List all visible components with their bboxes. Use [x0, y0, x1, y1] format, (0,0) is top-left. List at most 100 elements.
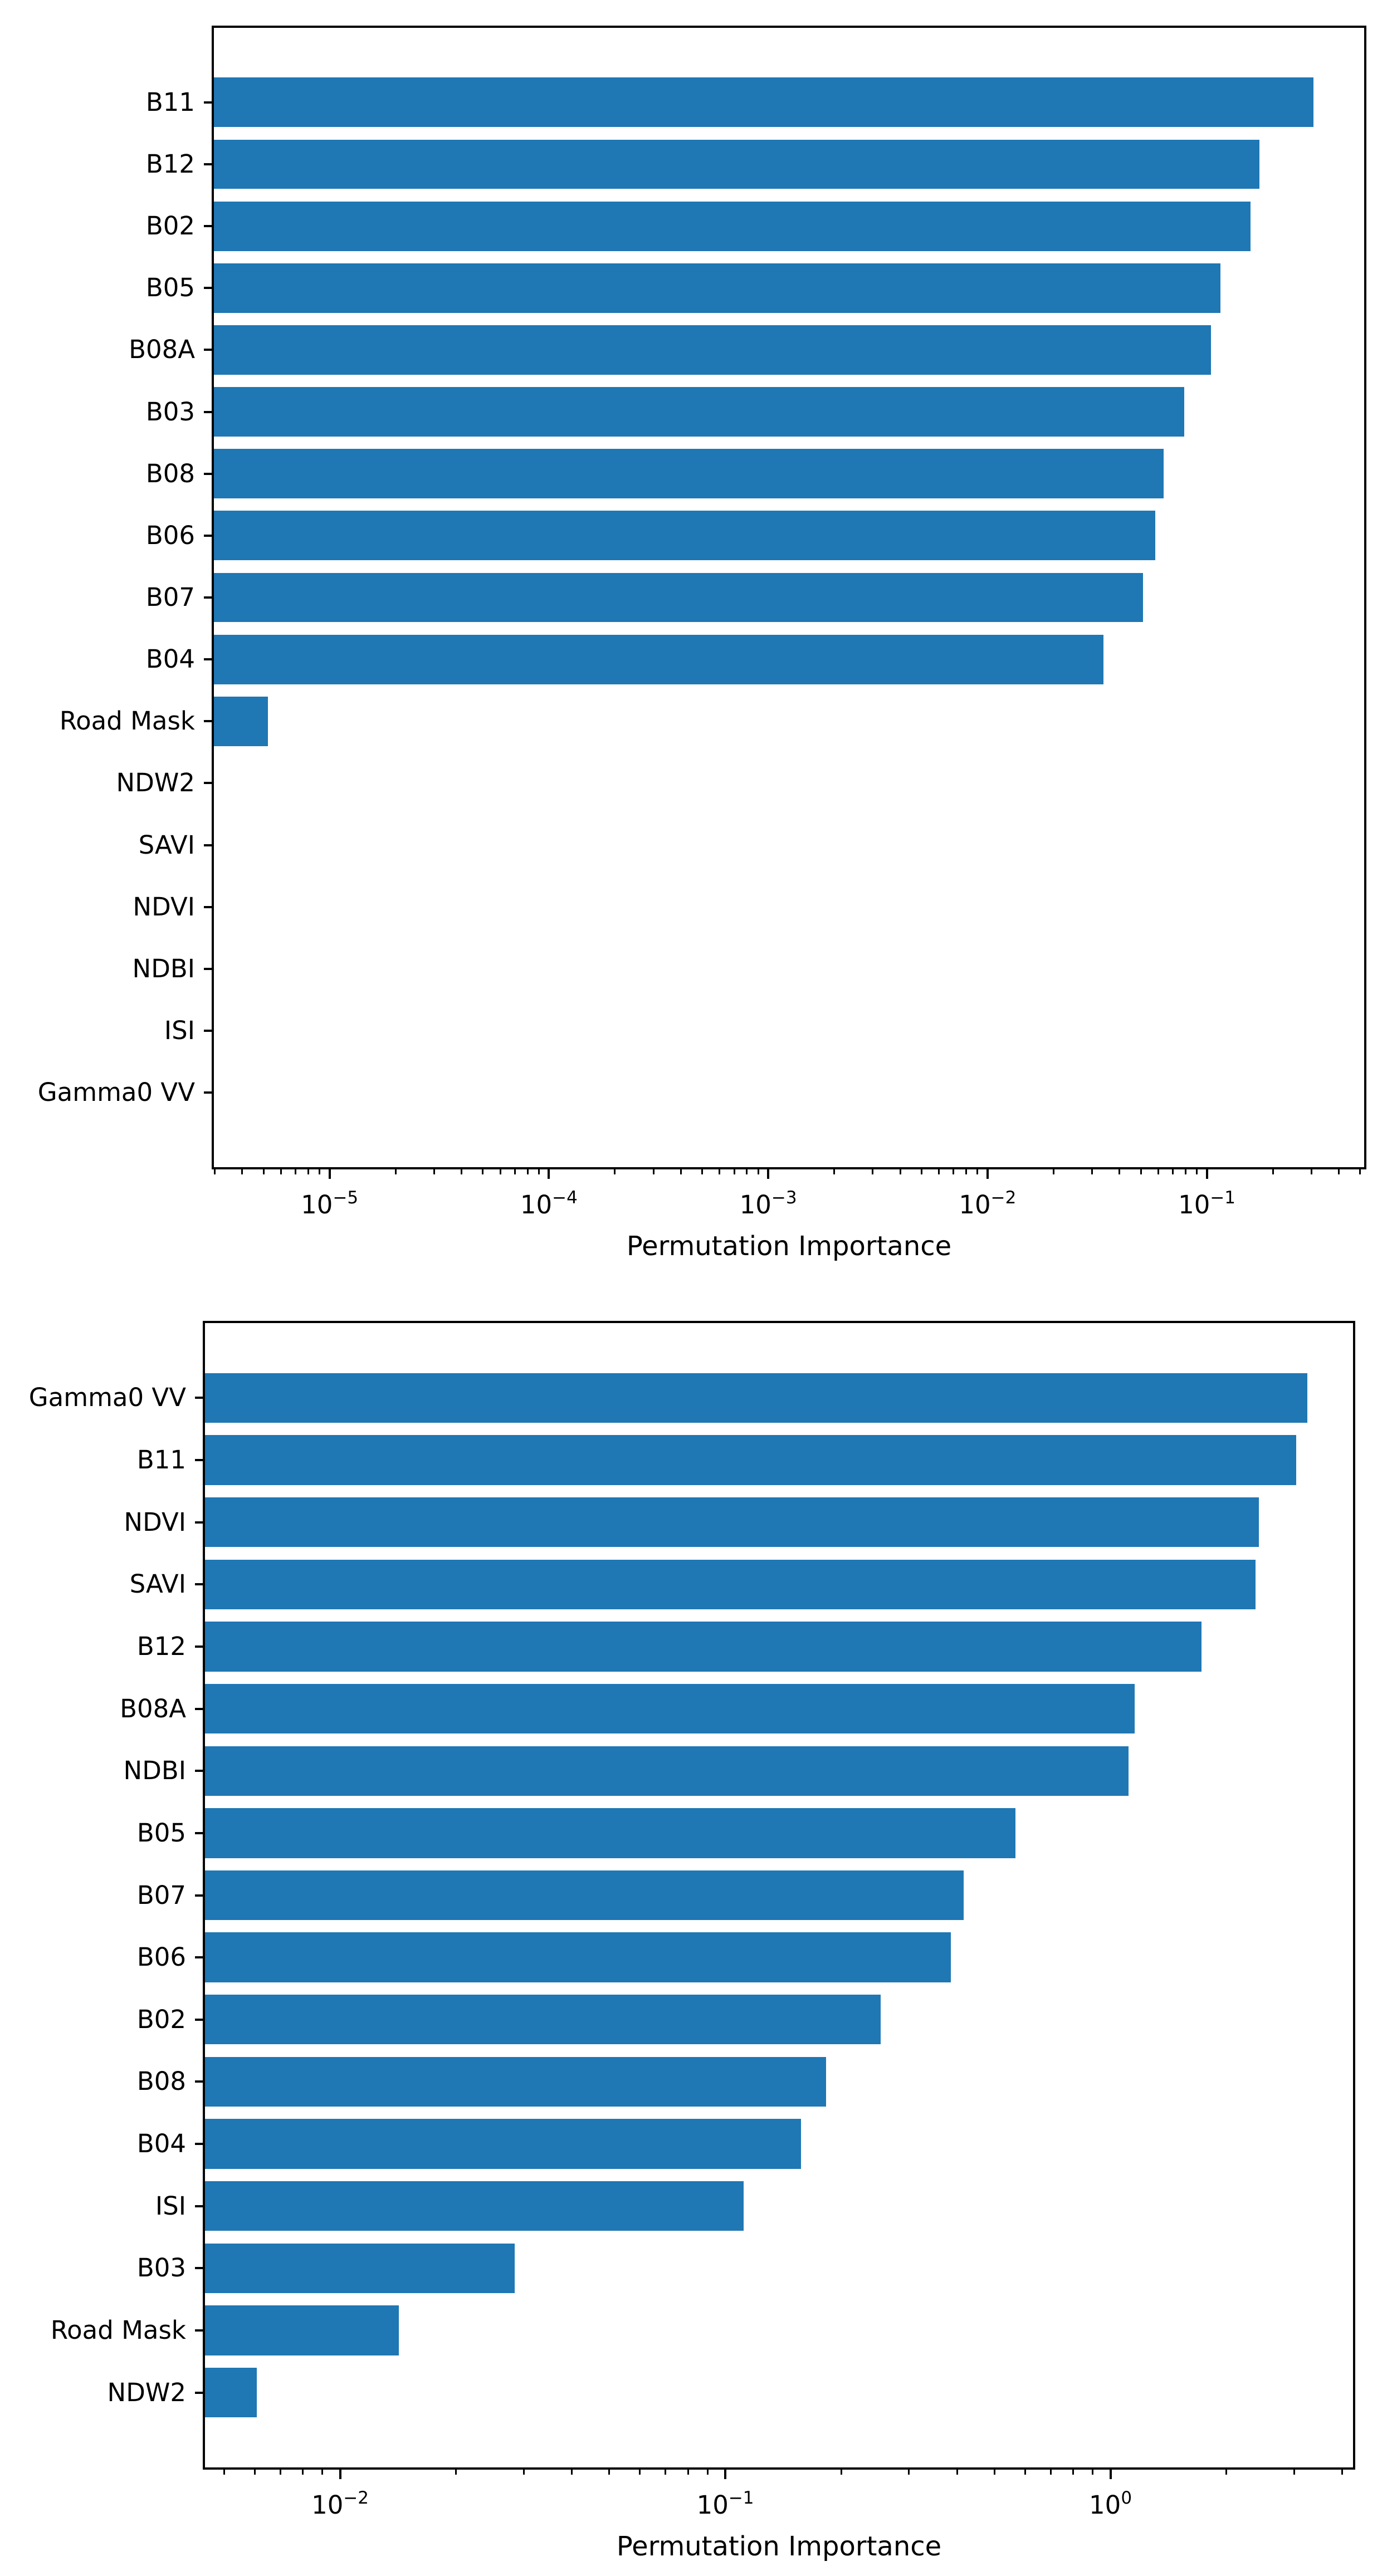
- y-category-label: Road Mask: [50, 2315, 186, 2345]
- y-tick: [204, 782, 212, 785]
- x-minor-tick: [514, 1169, 516, 1174]
- bar-b08: [214, 449, 1164, 499]
- x-minor-tick: [1091, 1169, 1093, 1174]
- y-category-label: SAVI: [129, 1569, 186, 1599]
- x-minor-tick: [307, 1169, 309, 1174]
- y-tick: [195, 2267, 203, 2270]
- x-minor-tick: [433, 1169, 436, 1174]
- bar-ndvi: [205, 1497, 1259, 1547]
- y-tick: [204, 596, 212, 599]
- x-minor-tick: [321, 2470, 324, 2475]
- x-minor-tick: [608, 2470, 610, 2475]
- bar-b11: [205, 1435, 1297, 1485]
- y-category-label: B05: [145, 273, 195, 303]
- x-minor-tick: [461, 1169, 463, 1174]
- y-category-label: B08: [136, 2066, 186, 2097]
- x-major-tick: [1109, 2470, 1112, 2479]
- y-tick: [195, 1459, 203, 1462]
- y-category-label: B02: [136, 2004, 186, 2034]
- y-category-label: Gamma0 VV: [37, 1078, 195, 1108]
- y-category-label: B03: [145, 396, 195, 427]
- y-category-label: ISI: [164, 1016, 195, 1046]
- bar-ndw2: [205, 2367, 257, 2418]
- y-tick: [204, 720, 212, 723]
- x-major-tick: [328, 1169, 331, 1179]
- y-tick: [204, 163, 212, 165]
- bar-road-mask: [205, 2305, 399, 2355]
- y-tick: [195, 1521, 203, 1524]
- x-minor-tick: [1052, 1169, 1054, 1174]
- y-category-label: B05: [136, 1818, 186, 1848]
- bar-b03: [205, 2243, 515, 2293]
- x-major-tick: [724, 2470, 727, 2479]
- x-minor-tick: [253, 2470, 256, 2475]
- x-minor-tick: [1338, 1169, 1340, 1174]
- x-minor-tick: [652, 1169, 655, 1174]
- y-tick: [195, 1770, 203, 1772]
- y-tick: [204, 349, 212, 351]
- bar-gamma0-vv: [205, 1373, 1307, 1423]
- x-minor-tick: [280, 1169, 282, 1174]
- x-minor-tick: [499, 1169, 501, 1174]
- x-minor-tick: [1359, 1169, 1361, 1174]
- y-tick: [195, 2080, 203, 2083]
- x-tick-label: 10−3: [739, 1188, 797, 1220]
- bar-b08a: [214, 325, 1211, 375]
- y-tick: [204, 287, 212, 290]
- y-category-label: NDW2: [107, 2377, 186, 2407]
- x-minor-tick: [223, 2470, 225, 2475]
- x-major-tick: [1205, 1169, 1208, 1179]
- x-minor-tick: [899, 1169, 901, 1174]
- x-minor-tick: [526, 1169, 529, 1174]
- y-category-label: B11: [136, 1445, 186, 1475]
- x-tick-label: 10−2: [311, 2488, 369, 2520]
- bar-savi: [205, 1559, 1256, 1609]
- x-minor-tick: [1272, 1169, 1274, 1174]
- x-minor-tick: [953, 1169, 955, 1174]
- y-tick: [204, 1091, 212, 1094]
- y-category-label: B11: [145, 87, 195, 117]
- bar-b06: [205, 1932, 951, 1982]
- bar-b02: [214, 201, 1251, 251]
- x-minor-tick: [1140, 1169, 1142, 1174]
- y-category-label: B06: [145, 520, 195, 550]
- x-minor-tick: [214, 1169, 216, 1174]
- y-tick: [204, 658, 212, 661]
- x-tick-label: 100: [1089, 2488, 1132, 2520]
- x-minor-tick: [719, 1169, 721, 1174]
- bar-b12: [214, 139, 1260, 189]
- y-tick: [204, 225, 212, 228]
- y-category-label: B08: [145, 458, 195, 488]
- y-category-label: B04: [145, 644, 195, 674]
- y-tick: [204, 844, 212, 846]
- x-minor-tick: [1225, 2470, 1228, 2475]
- x-minor-tick: [295, 1169, 297, 1174]
- x-minor-tick: [872, 1169, 874, 1174]
- x-minor-tick: [833, 1169, 836, 1174]
- x-minor-tick: [1157, 1169, 1159, 1174]
- bar-b06: [214, 511, 1156, 561]
- bar-b12: [205, 1622, 1201, 1672]
- y-category-label: Gamma0 VV: [28, 1383, 186, 1413]
- y-category-label: B04: [136, 2129, 186, 2159]
- x-tick-label: 10−2: [959, 1188, 1017, 1220]
- x-minor-tick: [241, 1169, 243, 1174]
- bar-b08a: [205, 1683, 1135, 1734]
- chart-top-plot-area: [212, 26, 1366, 1169]
- x-minor-tick: [455, 2470, 457, 2475]
- y-category-label: NDBI: [123, 1756, 186, 1786]
- y-category-label: SAVI: [138, 830, 195, 860]
- x-minor-tick: [1310, 1169, 1312, 1174]
- x-minor-tick: [757, 1169, 759, 1174]
- y-tick: [195, 2205, 203, 2207]
- x-minor-tick: [687, 2470, 689, 2475]
- y-category-label: B12: [145, 149, 195, 179]
- x-tick-label: 10−4: [520, 1188, 578, 1220]
- x-minor-tick: [1049, 2470, 1052, 2475]
- y-tick: [204, 472, 212, 475]
- x-minor-tick: [976, 1169, 979, 1174]
- bar-b11: [214, 77, 1314, 128]
- x-minor-tick: [1184, 1169, 1186, 1174]
- y-tick: [204, 1030, 212, 1032]
